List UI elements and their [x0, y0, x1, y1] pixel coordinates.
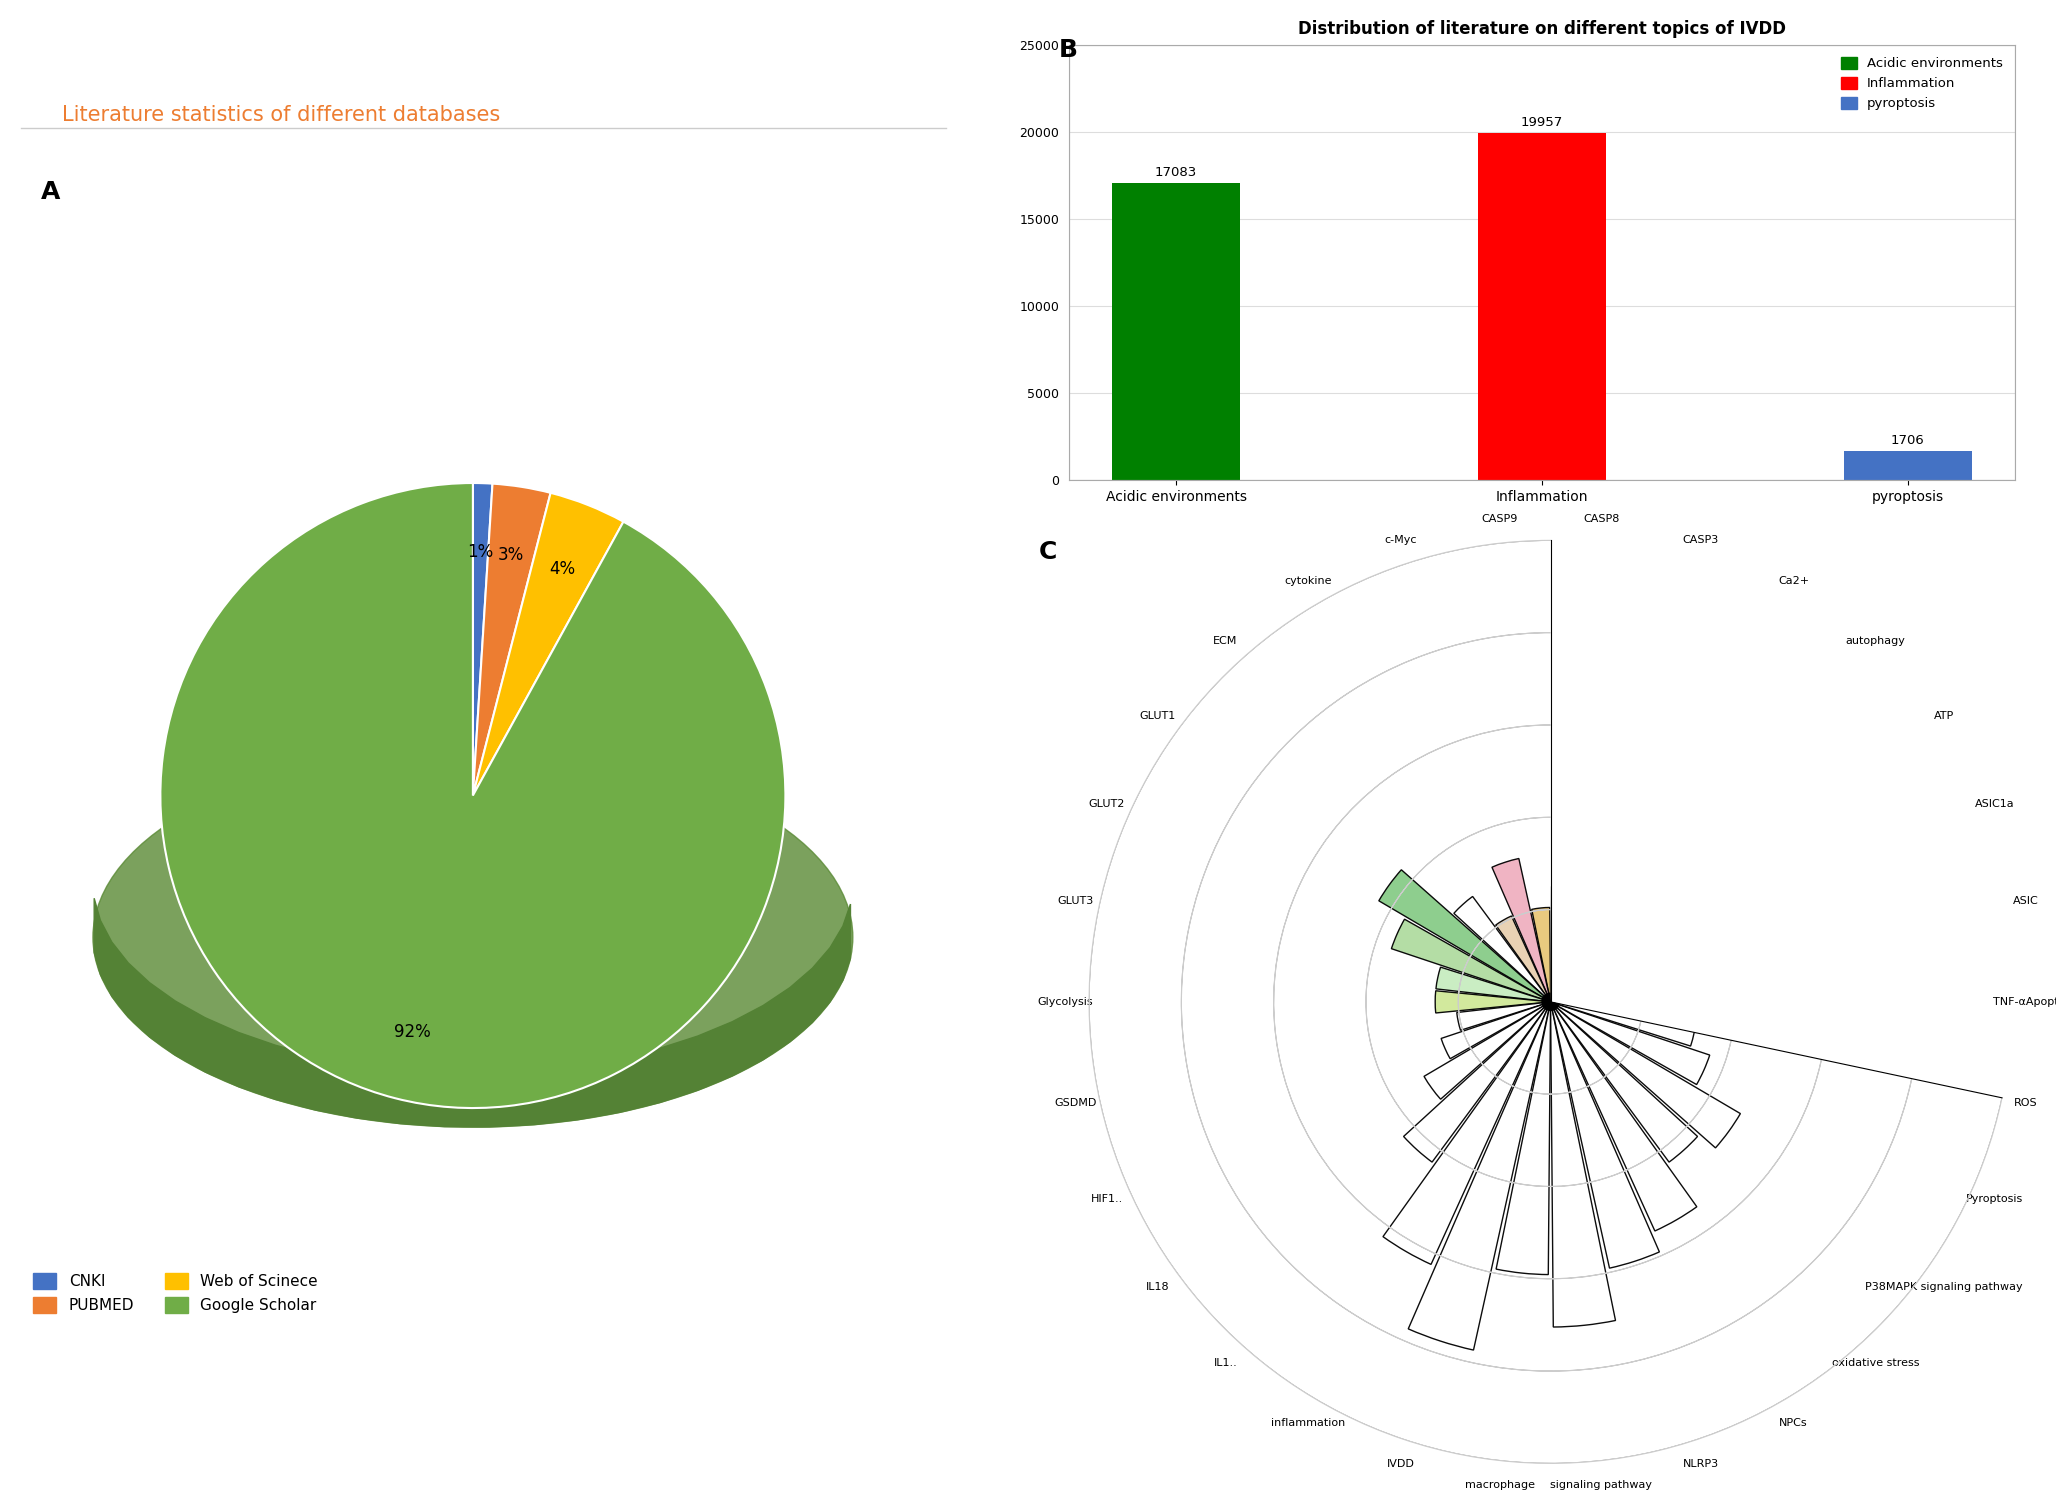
Bar: [1550, 808, 1924, 1001]
Bar: [1408, 1001, 1550, 1349]
Text: 1%: 1%: [467, 543, 493, 561]
Bar: [1497, 1001, 1550, 1274]
Bar: [1384, 1001, 1550, 1264]
Bar: [1441, 1001, 1550, 1058]
Bar: [1454, 896, 1550, 1001]
Bar: [1550, 916, 1606, 1001]
Wedge shape: [473, 483, 551, 796]
Bar: [1550, 1001, 1696, 1046]
Text: 1706: 1706: [1892, 434, 1924, 447]
Bar: [1844, 450, 1972, 480]
Bar: [1435, 991, 1550, 1013]
Bar: [1550, 992, 1645, 1012]
Bar: [1550, 1001, 1711, 1085]
Bar: [1404, 1001, 1550, 1162]
Bar: [1550, 910, 1637, 1001]
Wedge shape: [160, 483, 785, 1108]
Text: 3%: 3%: [498, 546, 524, 564]
Bar: [1542, 992, 1561, 1012]
Text: B: B: [1059, 38, 1077, 62]
Text: 92%: 92%: [395, 1022, 430, 1040]
Text: 4%: 4%: [549, 560, 576, 578]
Bar: [1550, 859, 1610, 1001]
Legend: CNKI, PUBMED, Web of Scinece, Google Scholar: CNKI, PUBMED, Web of Scinece, Google Sch…: [27, 1267, 323, 1319]
Bar: [1532, 908, 1550, 1001]
Bar: [1425, 1001, 1550, 1099]
Text: 19957: 19957: [1521, 117, 1563, 129]
Title: Distribution of literature on different topics of IVDD: Distribution of literature on different …: [1297, 20, 1787, 38]
Text: A: A: [41, 180, 60, 204]
Bar: [1550, 1001, 1739, 1148]
Bar: [1550, 887, 1573, 1001]
Text: Literature statistics of different databases: Literature statistics of different datab…: [62, 105, 500, 125]
Text: C: C: [1038, 540, 1057, 564]
Bar: [1550, 1001, 1659, 1268]
Bar: [1495, 916, 1550, 1001]
Legend: Acidic environments, Inflammation, pyroptosis: Acidic environments, Inflammation, pyrop…: [1836, 51, 2009, 116]
Polygon shape: [95, 898, 851, 1127]
Text: 17083: 17083: [1155, 167, 1197, 180]
Bar: [1380, 869, 1550, 1001]
Wedge shape: [473, 483, 493, 796]
Bar: [1435, 967, 1550, 1001]
Bar: [1550, 696, 1949, 1001]
Bar: [1493, 859, 1550, 1001]
Bar: [1550, 1001, 1696, 1231]
Bar: [1458, 1001, 1550, 1030]
Bar: [1550, 983, 1614, 1001]
Bar: [1112, 183, 1240, 480]
Bar: [1392, 919, 1550, 1001]
Bar: [1478, 132, 1606, 480]
Wedge shape: [473, 492, 623, 796]
Bar: [1550, 1001, 1616, 1327]
Bar: [1550, 1001, 1698, 1162]
Ellipse shape: [93, 747, 853, 1127]
